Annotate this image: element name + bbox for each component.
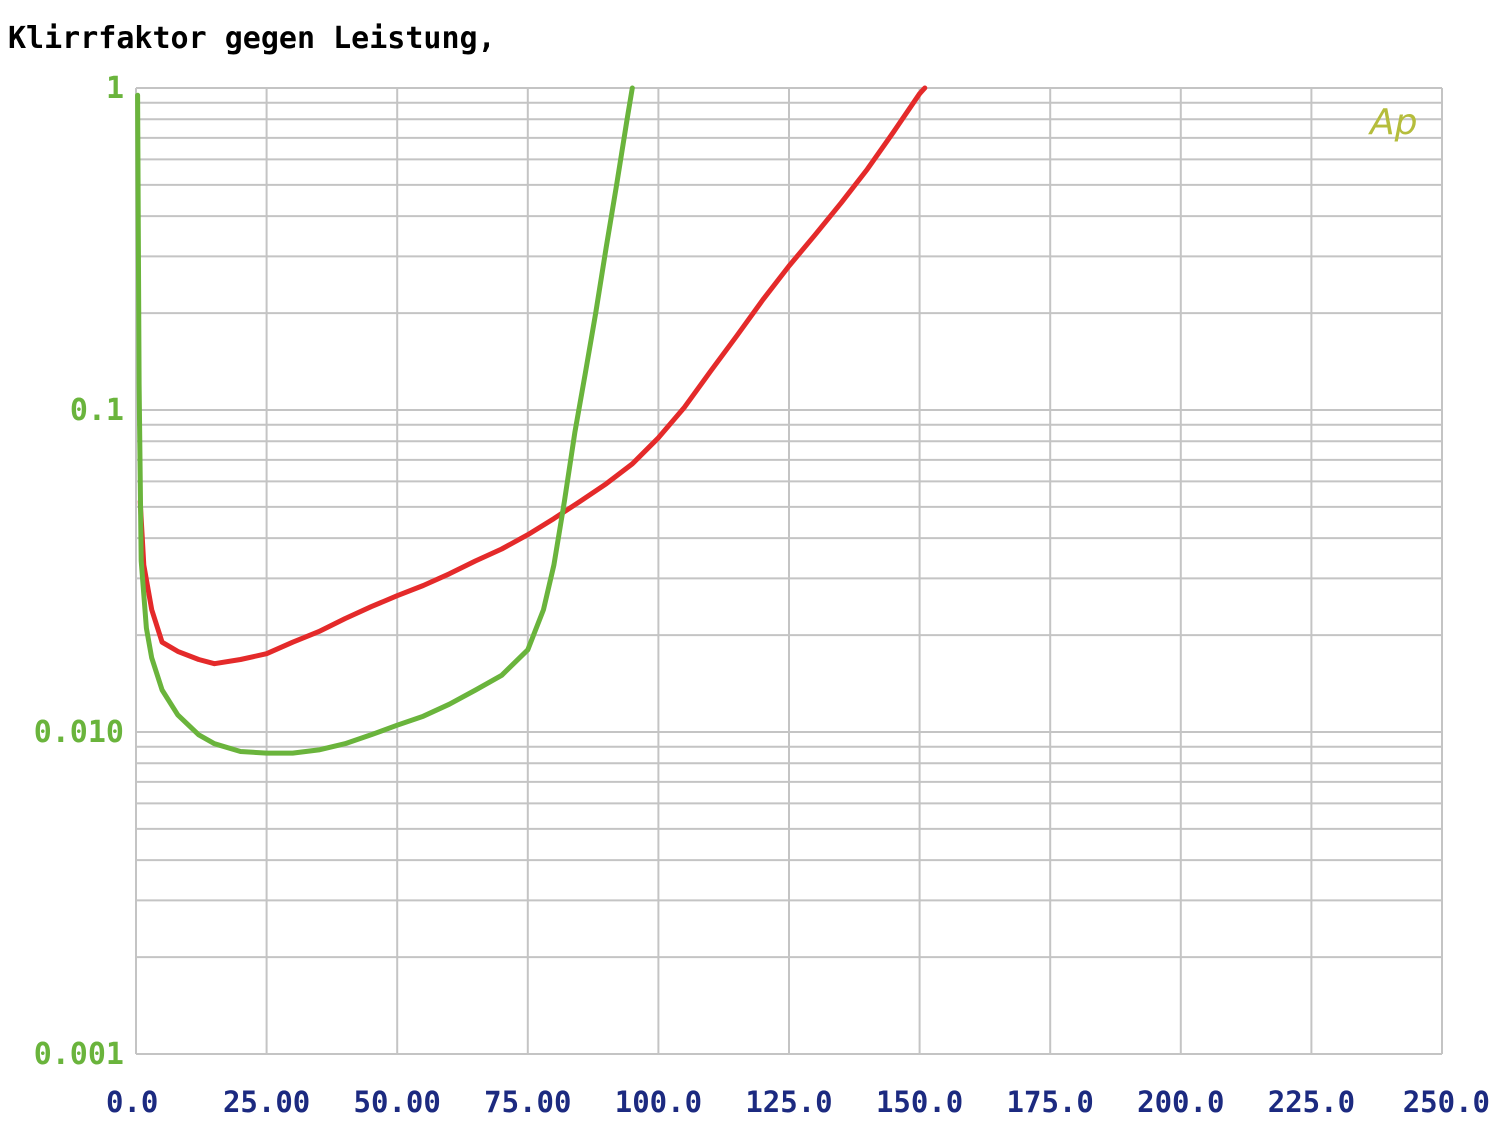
x-tick-label: 225.0 [1268,1085,1355,1119]
x-tick-label: 100.0 [615,1085,702,1119]
x-tick-label: 50.00 [354,1085,441,1119]
x-tick-label: 200.0 [1137,1085,1224,1119]
ap-logo: Ap [1368,102,1417,143]
series-lines [135,85,928,756]
chart-title: Klirrfaktor gegen Leistung, [8,21,496,56]
x-tick-label: 75.00 [484,1085,571,1119]
y-axis-ticks: 1 0.1 0.010 0.001 [34,71,124,1072]
x-tick-label: 150.0 [876,1085,963,1119]
y-tick-label: 0.010 [34,715,124,750]
x-tick-label: 175.0 [1007,1085,1094,1119]
x-tick-label: 0.0 [106,1085,158,1119]
x-tick-label: 250.0 [1403,1085,1490,1119]
y-tick-label: 0.1 [70,393,124,428]
x-axis-ticks: 0.0 25.00 50.00 75.00 100.0 125.0 150.0 175.0 20… [106,1085,1490,1119]
x-tick-label: 125.0 [745,1085,832,1119]
x-tick-label: 25.00 [223,1085,310,1119]
y-tick-label: 0.001 [34,1037,124,1072]
series-line-2 [135,85,635,756]
grid [135,87,1443,1055]
y-tick-label: 1 [106,71,124,106]
series-line-1 [137,85,928,667]
